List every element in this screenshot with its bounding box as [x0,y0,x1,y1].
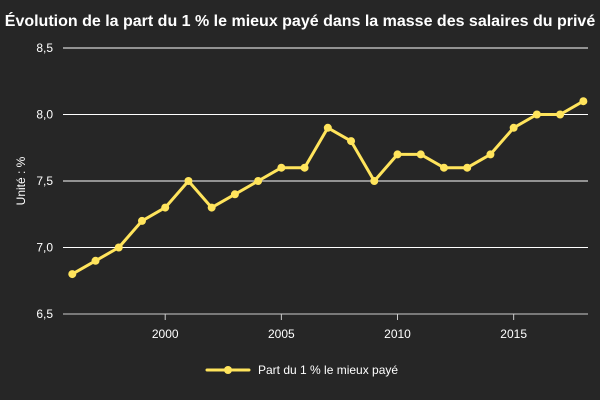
x-axis-ticks: 2000 2005 2010 2015 [152,314,527,341]
data-point[interactable] [230,190,239,199]
data-point[interactable] [509,123,518,132]
data-point[interactable] [91,256,100,265]
data-point[interactable] [323,123,332,132]
data-point[interactable] [114,243,123,252]
data-point[interactable] [556,110,565,119]
legend[interactable]: Part du 1 % le mieux payé [205,363,398,377]
data-point[interactable] [347,137,356,146]
chart-title: Évolution de la part du 1 % le mieux pay… [5,11,596,30]
legend-label: Part du 1 % le mieux payé [258,363,398,377]
x-tick-label: 2010 [384,327,411,341]
data-point[interactable] [277,163,286,172]
data-point[interactable] [254,177,263,185]
y-axis-ticks: 6,5 7,0 7,5 8,0 8,5 [36,41,53,321]
x-tick-label: 2015 [500,327,527,341]
y-tick-label: 8,0 [36,108,53,122]
data-point[interactable] [416,150,425,159]
data-point[interactable] [532,110,541,119]
data-point[interactable] [184,177,193,185]
data-point[interactable] [486,150,495,159]
data-point[interactable] [137,216,146,225]
y-tick-label: 7,5 [36,174,53,188]
x-tick-label: 2005 [268,327,295,341]
data-point[interactable] [300,163,309,172]
data-point[interactable] [370,177,379,185]
data-point[interactable] [68,270,77,279]
data-point[interactable] [393,150,402,159]
data-point[interactable] [463,163,472,172]
data-point[interactable] [207,203,216,212]
data-point[interactable] [579,97,588,106]
legend-marker-icon [224,366,232,374]
gridlines [63,47,588,248]
series-group [68,97,588,279]
y-tick-label: 7,0 [36,241,53,255]
x-tick-label: 2000 [152,327,179,341]
y-tick-label: 6,5 [36,307,53,321]
y-tick-label: 8,5 [36,41,53,55]
data-point[interactable] [161,203,170,212]
data-point[interactable] [439,163,448,172]
y-axis-label: Unité : % [14,156,28,205]
